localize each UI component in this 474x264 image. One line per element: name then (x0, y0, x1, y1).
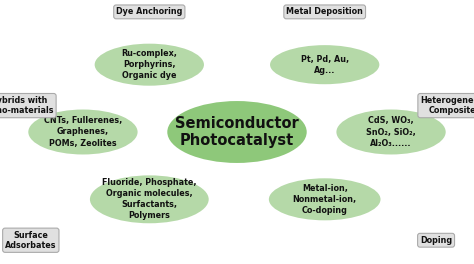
Ellipse shape (269, 44, 380, 85)
Text: Dye Anchoring: Dye Anchoring (116, 7, 182, 16)
Text: CNTs, Fullerenes,
Graphenes,
POMs, Zeolites: CNTs, Fullerenes, Graphenes, POMs, Zeoli… (44, 116, 122, 148)
Text: Hybrids with
Nano-materials: Hybrids with Nano-materials (0, 96, 54, 115)
Ellipse shape (335, 109, 447, 155)
Text: Metal Deposition: Metal Deposition (286, 7, 363, 16)
Ellipse shape (268, 177, 382, 221)
Ellipse shape (94, 43, 205, 87)
Text: Heterogeneous
Composites: Heterogeneous Composites (420, 96, 474, 115)
Ellipse shape (89, 174, 210, 224)
Text: CdS, WO₃,
SnO₂, SiO₂,
Al₂O₃......: CdS, WO₃, SnO₂, SiO₂, Al₂O₃...... (366, 116, 416, 148)
Text: Metal-ion,
Nonmetal-ion,
Co-doping: Metal-ion, Nonmetal-ion, Co-doping (292, 184, 357, 215)
Ellipse shape (27, 109, 138, 155)
Text: Doping: Doping (420, 236, 452, 245)
Text: Fluoride, Phosphate,
Organic molecules,
Surfactants,
Polymers: Fluoride, Phosphate, Organic molecules, … (102, 178, 197, 220)
Text: Ru-complex,
Porphyrins,
Organic dye: Ru-complex, Porphyrins, Organic dye (121, 49, 177, 80)
Text: Surface
Adsorbates: Surface Adsorbates (5, 230, 56, 250)
Ellipse shape (166, 100, 308, 164)
Text: Semiconductor
Photocatalyst: Semiconductor Photocatalyst (175, 116, 299, 148)
Text: Pt, Pd, Au,
Ag...: Pt, Pd, Au, Ag... (301, 55, 349, 75)
